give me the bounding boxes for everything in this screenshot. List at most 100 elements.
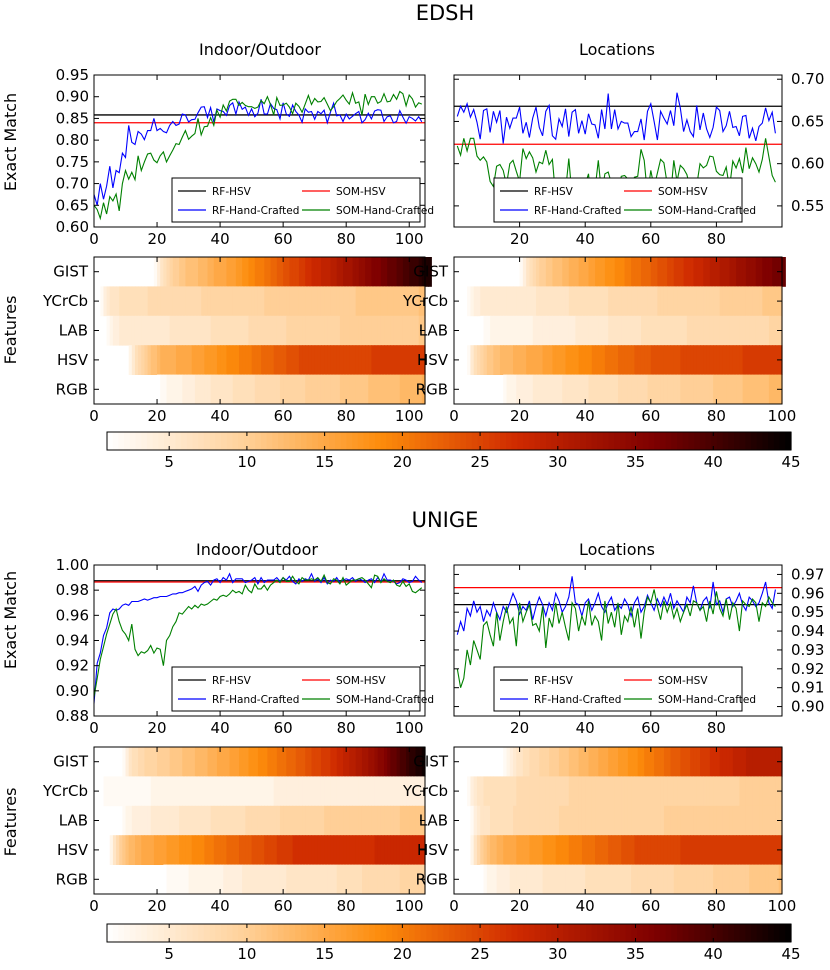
unige-locations-heatmap-cell-RGB-44 <box>598 864 603 895</box>
edsh-colorbar-gradient-step-90 <box>620 432 627 450</box>
edsh-locations-heatmap-cell-RGB-30 <box>552 374 557 405</box>
unige-locations-heatmap-cell-LAB-21 <box>522 805 527 836</box>
edsh-locations-heatmap-cell-YCrCb-46 <box>604 286 609 317</box>
unige-locations-heatmap-cell-RGB-89 <box>745 864 750 895</box>
unige-indoor-heatmap-cell-HSV-44 <box>232 835 237 865</box>
unige-locations-heatmap-cell-LAB-67 <box>673 805 678 836</box>
unige-locations-heatmap-cell-YCrCb-72 <box>690 776 695 807</box>
edsh-locations-heatmap-cell-RGB-78 <box>709 374 714 405</box>
unige-indoor-heatmap-cell-LAB-20 <box>157 805 161 836</box>
unige-indoor-heatmap-cell-YCrCb-73 <box>324 776 328 807</box>
unige-colorbar-gradient-step-60 <box>449 924 456 942</box>
edsh-locations-heatmap-cell-GIST-46 <box>604 257 609 287</box>
unige-locations-heatmap-cell-LAB-50 <box>618 805 622 836</box>
unige-locations-heatmap-cell-GIST-67 <box>673 747 678 777</box>
edsh-indoor-heatmap-cell-LAB-26 <box>175 315 180 346</box>
unige-colorbar-gradient-step-30 <box>278 924 285 942</box>
edsh-locations-heatmap-cell-LAB-64 <box>663 315 668 346</box>
edsh-locations-heatmap-cell-YCrCb-36 <box>572 286 576 317</box>
unige-locations-heatmap-cell-YCrCb-36 <box>572 776 576 807</box>
unige-locations-heatmap-cell-RGB-32 <box>558 864 563 895</box>
unige-locations-heatmap-cell-LAB-76 <box>703 805 708 836</box>
unige-locations-heatmap-cell-RGB-18 <box>513 864 517 895</box>
edsh-indoor-heatmap-cell-GIST-106 <box>428 257 432 287</box>
unige-locations-heatmap-cell-RGB-30 <box>552 864 557 895</box>
unige-locations-heatmap-cell-YCrCb-31 <box>555 776 560 807</box>
edsh-locations-heatmap-cell-RGB-63 <box>660 374 665 405</box>
edsh-indoor-heatmap-cell-GIST-31 <box>191 257 196 287</box>
unige-colorbar-tick-label-8: 45 <box>781 945 800 963</box>
edsh-indoor-heatmap-cell-LAB-8 <box>119 315 123 346</box>
unige-locations-heatmap-cell-RGB-34 <box>565 864 570 895</box>
unige-locations-heatmap-cell-RGB-24 <box>532 864 537 895</box>
edsh-locations-heatmap-cell-RGB-50 <box>618 374 622 405</box>
edsh-locations-heatmap-cell-LAB-21 <box>522 315 527 346</box>
unige-colorbar-gradient-step-115 <box>762 924 769 942</box>
unige-indoor-heatmap-cell-GIST-39 <box>216 747 221 777</box>
edsh-locations-heatmap-cell-LAB-27 <box>542 315 547 346</box>
unige-indoor-heatmap-cell-YCrCb-32 <box>194 776 199 807</box>
edsh-colorbar-gradient-step-86 <box>597 432 604 450</box>
unige-indoor-heatmap-cell-RGB-28 <box>182 864 187 895</box>
edsh-locations-heatmap-cell-LAB-50 <box>618 315 622 346</box>
edsh-indoor-heatmap-cell-RGB-30 <box>188 374 193 405</box>
unige-indoor-heatmap-cell-HSV-46 <box>239 835 243 865</box>
unige-locations-heatmap-cell-HSV-78 <box>709 835 714 865</box>
edsh-indoor-heatmap-cell-YCrCb-59 <box>279 286 284 317</box>
edsh-locations-heatmap-cell-GIST-58 <box>644 257 649 287</box>
edsh-indoor-heatmap-cell-HSV-75 <box>330 345 335 375</box>
unige-locations-heatmap-cell-RGB-36 <box>572 864 576 895</box>
edsh-indoor-heatmap-xtick-label-0: 0 <box>89 407 99 425</box>
unige-indoor-heatmap-cell-LAB-29 <box>185 805 190 836</box>
unige-indoor-heatmap-cell-HSV-36 <box>207 835 212 865</box>
section-title-edsh: EDSH <box>416 1 475 25</box>
edsh-colorbar-gradient-step-0 <box>107 432 114 450</box>
unige-indoor-heatmap-cell-LAB-68 <box>308 805 313 836</box>
edsh-indoor-heatmap-cell-YCrCb-48 <box>245 286 250 317</box>
edsh-locations-heatmap-cell-RGB-84 <box>729 374 734 405</box>
unige-colorbar-gradient-step-95 <box>648 924 655 942</box>
unige-colorbar-gradient-step-4 <box>129 924 137 942</box>
edsh-indoor-heatmap-cell-YCrCb-72 <box>320 286 325 317</box>
edsh-locations-heatmap-xtick-label-4: 80 <box>707 407 726 425</box>
edsh-indoor-heatmap-cell-GIST-76 <box>333 257 338 287</box>
unige-indoor-heatmap-cell-HSV-94 <box>390 835 395 865</box>
edsh-colorbar-gradient-step-10 <box>164 432 171 450</box>
unige-locations-heatmap-cell-HSV-68 <box>677 835 681 865</box>
unige-locations-heatmap-cell-LAB-11 <box>490 805 494 836</box>
edsh-locations-heatmap-cell-LAB-17 <box>509 315 514 346</box>
edsh-indoor-heatmap-cell-YCrCb-99 <box>406 286 410 317</box>
edsh-locations-heatmap-cell-YCrCb-25 <box>536 286 540 317</box>
unige-locations-heatmap-cell-LAB-94 <box>762 805 767 836</box>
edsh-locations-heatmap-cell-YCrCb-52 <box>624 286 629 317</box>
unige-indoor-heatmap-cell-GIST-46 <box>239 747 243 777</box>
edsh-indoor-heatmap-cell-LAB-102 <box>415 315 420 346</box>
unige-locations-heatmap-cell-RGB-29 <box>549 864 553 895</box>
unige-locations-heatmap-cell-YCrCb-54 <box>631 776 635 807</box>
edsh-colorbar-gradient-step-89 <box>614 432 621 450</box>
unige-locations-heatmap-cell-RGB-12 <box>493 864 498 895</box>
edsh-colorbar-gradient-step-92 <box>631 432 638 450</box>
unige-colorbar-gradient-step-22 <box>232 924 239 942</box>
unige-locations-heatmap-cell-YCrCb-51 <box>621 776 626 807</box>
unige-locations-heatmap-cell-HSV-41 <box>588 835 593 865</box>
unige-indoor-heatmap-cell-YCrCb-34 <box>201 776 205 807</box>
edsh-indoor-heatmap-cell-YCrCb-2 <box>100 286 105 317</box>
unige-locations-heatmap-cell-GIST-66 <box>670 747 675 777</box>
edsh-indoor-heatmap-cell-HSV-97 <box>399 345 404 375</box>
unige-indoor-heatmap-cell-HSV-20 <box>157 835 161 865</box>
unige-indoor-heatmap-cell-RGB-88 <box>371 864 376 895</box>
edsh-locations-heatmap-cell-GIST-72 <box>690 257 695 287</box>
edsh-locations-heatmap-cell-LAB-63 <box>660 315 665 346</box>
unige-indoor-heatmap-cell-RGB-99 <box>406 864 410 895</box>
edsh-indoor-heatmap-cell-GIST-105 <box>425 257 429 287</box>
edsh-indoor-heatmap-cell-YCrCb-20 <box>157 286 161 317</box>
edsh-indoor-heatmap-cell-GIST-18 <box>150 257 155 287</box>
edsh-locations-heatmap-cell-YCrCb-71 <box>686 286 691 317</box>
unige-colorbar-gradient-step-14 <box>186 924 194 942</box>
edsh-colorbar-gradient-step-84 <box>585 432 593 450</box>
unige-locations-heatmap-cell-YCrCb-66 <box>670 776 675 807</box>
edsh-indoor-heatmap-cell-HSV-84 <box>358 345 363 375</box>
edsh-locations-heatmap-cell-GIST-83 <box>726 257 731 287</box>
edsh-indoor-heatmap-cell-LAB-92 <box>384 315 388 346</box>
